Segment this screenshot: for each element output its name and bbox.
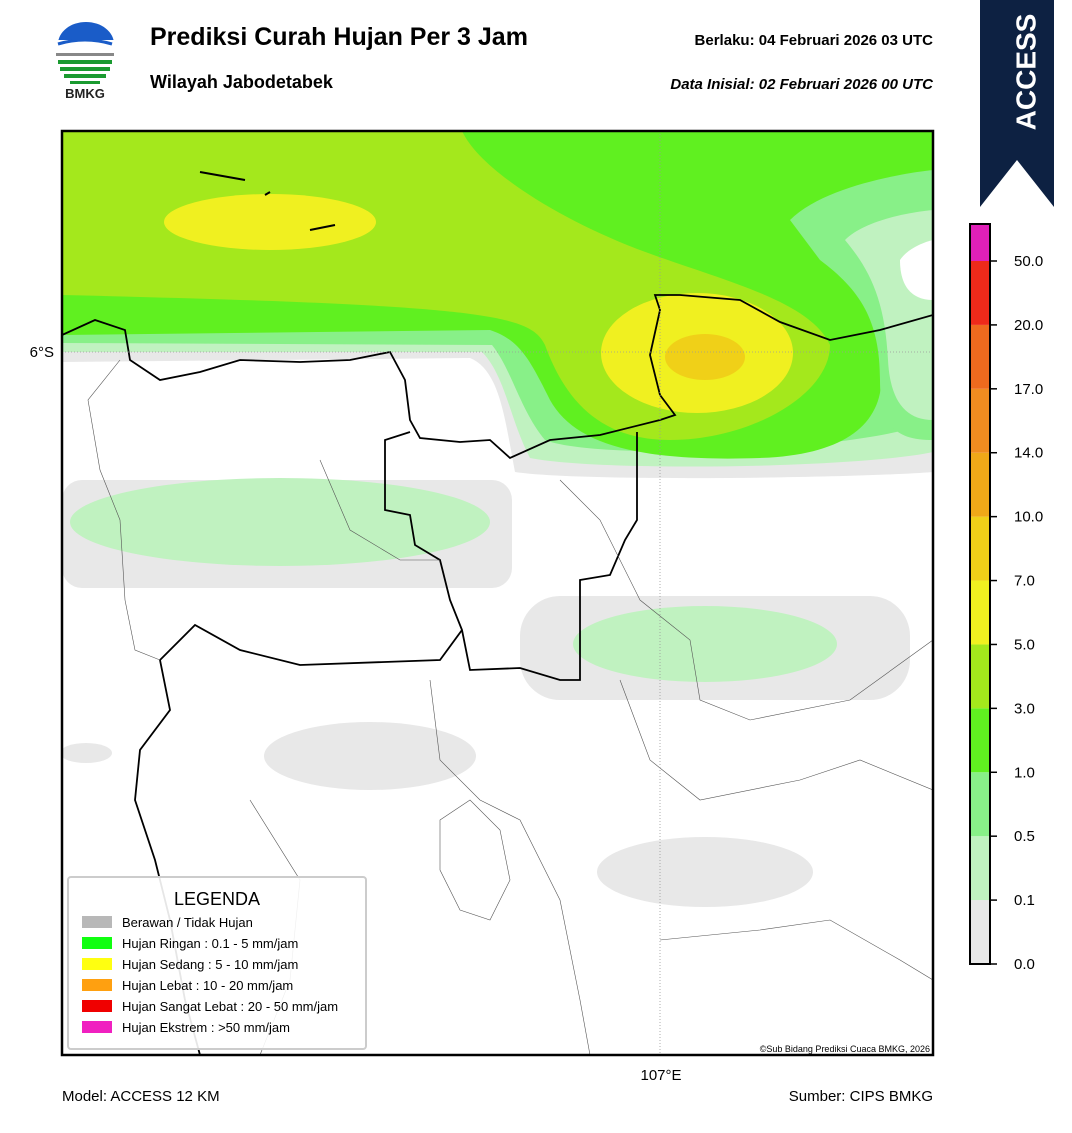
colorbar-label: 7.0 — [1014, 573, 1035, 590]
init-time: Data Inisial: 02 Februari 2026 00 UTC — [670, 76, 934, 93]
colorbar-label: 0.1 — [1014, 892, 1035, 909]
lon-label: 107°E — [640, 1067, 681, 1084]
legend-label: Hujan Sedang : 5 - 10 mm/jam — [122, 957, 298, 972]
legend-label: Hujan Sangat Lebat : 20 - 50 mm/jam — [122, 999, 338, 1014]
colorbar-segment — [970, 516, 990, 581]
model: Model: ACCESS 12 KM — [62, 1088, 220, 1105]
colorbar-segment — [970, 772, 990, 837]
legend-swatch — [82, 958, 112, 970]
colorbar-label: 0.0 — [1014, 956, 1035, 973]
legend-title: LEGENDA — [174, 889, 260, 909]
colorbar: 0.0 0.1 0.5 1.0 3.0 5.0 7.0 10.0 14.0 17.0 20.0 50.… — [969, 223, 1043, 973]
colorbar-label: 10.0 — [1014, 509, 1043, 526]
logo: BMKG — [56, 22, 114, 101]
logo-text: BMKG — [65, 86, 105, 101]
colorbar-label: 1.0 — [1014, 764, 1035, 781]
legend-swatch — [82, 937, 112, 949]
colorbar-segment — [970, 644, 990, 709]
colorbar-label: 50.0 — [1014, 253, 1043, 270]
legend-swatch — [82, 916, 112, 928]
legend-swatch — [82, 1021, 112, 1033]
colorbar-label: 5.0 — [1014, 636, 1035, 653]
legend: LEGENDA Berawan / Tidak Hujan Hujan Ringa… — [67, 876, 367, 1050]
subtitle: Wilayah Jabodetabek — [150, 72, 334, 92]
colorbar-segment — [970, 261, 990, 325]
colorbar-segment — [970, 836, 990, 901]
colorbar-segment — [970, 224, 990, 261]
legend-label: Berawan / Tidak Hujan — [122, 915, 253, 930]
colorbar-label: 3.0 — [1014, 700, 1035, 717]
colorbar-segment — [970, 452, 990, 517]
map-frame — [60, 129, 935, 1057]
legend-swatch — [82, 1000, 112, 1012]
colorbar-frame — [969, 223, 991, 965]
colorbar-label: 20.0 — [1014, 317, 1043, 334]
colorbar-segment — [970, 324, 990, 389]
colorbar-label: 17.0 — [1014, 381, 1043, 398]
badge-text: ACCESS — [1010, 14, 1041, 131]
colorbar-label: 14.0 — [1014, 445, 1043, 462]
title: Prediksi Curah Hujan Per 3 Jam — [150, 23, 528, 51]
legend-label: Hujan Ekstrem : >50 mm/jam — [122, 1020, 290, 1035]
legend-label: Hujan Lebat : 10 - 20 mm/jam — [122, 978, 293, 993]
map: ©Sub Bidang Prediksi Cuaca BMKG, 2026 — [62, 131, 933, 1055]
colorbar-segment — [970, 900, 990, 964]
legend-swatch — [82, 979, 112, 991]
source: Sumber: CIPS BMKG — [789, 1088, 933, 1105]
colorbar-segment — [970, 708, 990, 773]
colorbar-label: 0.5 — [1014, 828, 1035, 845]
credit: ©Sub Bidang Prediksi Cuaca BMKG, 2026 — [760, 1044, 930, 1054]
lat-label: 6°S — [30, 344, 54, 361]
valid-time: Berlaku: 04 Februari 2026 03 UTC — [695, 32, 934, 49]
colorbar-segment — [970, 388, 990, 453]
badge — [980, 0, 1054, 207]
legend-label: Hujan Ringan : 0.1 - 5 mm/jam — [122, 936, 298, 951]
colorbar-segment — [970, 580, 990, 645]
